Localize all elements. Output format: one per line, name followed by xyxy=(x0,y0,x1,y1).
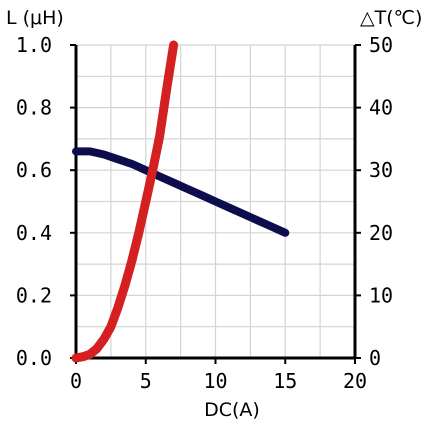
x-axis-title: DC(A) xyxy=(204,399,260,421)
y-left-tick-label: 0.4 xyxy=(16,221,52,245)
series-layer xyxy=(71,40,290,363)
y-right-tick-label: 30 xyxy=(369,158,393,182)
inductance-series-line xyxy=(72,147,290,237)
y-right-axis-title: △T(℃) xyxy=(360,7,422,29)
y-right-tick-label: 20 xyxy=(369,221,393,245)
y-right-tick-label: 10 xyxy=(369,283,393,307)
y-left-tick-label: 0.6 xyxy=(16,158,52,182)
x-tick-label: 20 xyxy=(343,369,367,393)
y-left-tick-label: 0.2 xyxy=(16,283,52,307)
y-left-tick-label: 1.0 xyxy=(16,33,52,57)
y-left-axis-title: L (μH) xyxy=(6,7,64,29)
x-tick-label: 15 xyxy=(273,369,297,393)
y-left-tick-label: 0.0 xyxy=(16,346,52,370)
y-right-tick-label: 50 xyxy=(369,33,393,57)
axes xyxy=(70,44,361,364)
y-right-tick-label: 40 xyxy=(369,96,393,120)
y-left-tick-label: 0.8 xyxy=(16,96,52,120)
x-tick-label: 0 xyxy=(70,369,82,393)
tick-labels: 0.0 0.2 0.4 0.6 0.8 1.0 0 10 20 30 40 50 0 5 10 15 20 xyxy=(16,33,393,393)
x-tick-label: 10 xyxy=(203,369,227,393)
x-tick-label: 5 xyxy=(140,369,152,393)
y-right-tick-label: 0 xyxy=(369,346,381,370)
temperature-rise-series-line xyxy=(71,40,179,363)
